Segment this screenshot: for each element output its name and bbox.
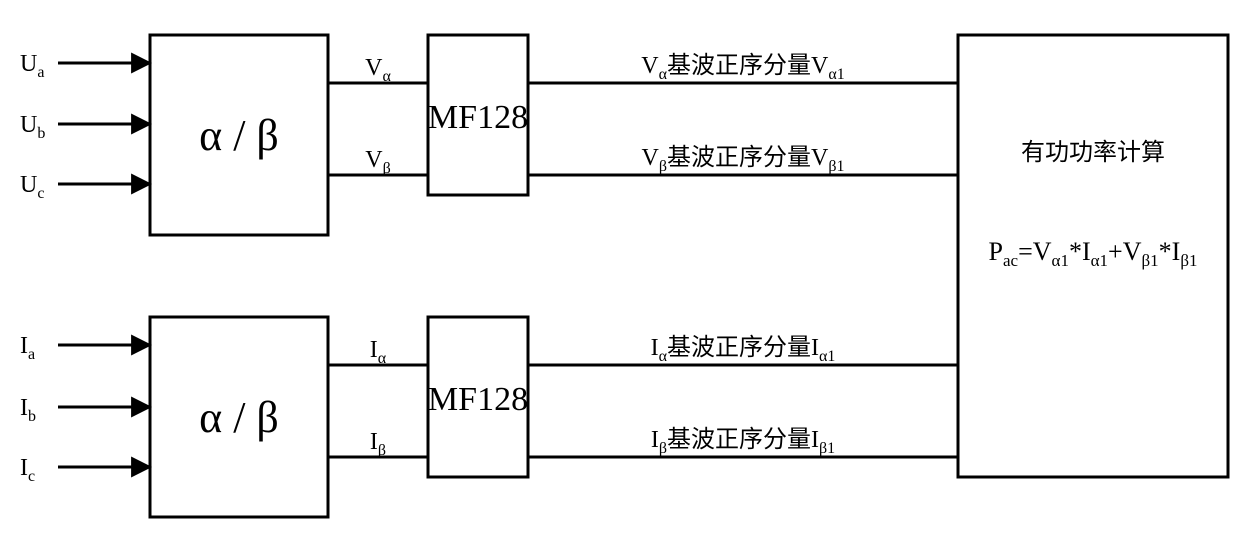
v-alpha1-label: Vα基波正序分量Vα1 (641, 52, 844, 83)
i-beta-label: Iβ (370, 429, 386, 459)
alpha-beta-label-i: α / β (199, 393, 279, 442)
current-inputs: Ia Ib Ic (20, 333, 150, 485)
v-beta1-out: Vβ基波正序分量Vβ1 (528, 144, 958, 175)
input-ia-label: Ia (20, 333, 35, 363)
result-block: 有功功率计算 Pac=Vα1*Iα1+Vβ1*Iβ1 (958, 35, 1228, 477)
alpha-beta-block-current: α / β (150, 317, 328, 517)
input-ic-label: Ic (20, 455, 35, 485)
v-alpha1-out: Vα基波正序分量Vα1 (528, 52, 958, 83)
voltage-inputs: Ua Ub Uc (20, 51, 150, 202)
i-beta1-out: Iβ基波正序分量Iβ1 (528, 426, 958, 457)
v-alpha-signal: Vα (328, 55, 428, 85)
i-alpha1-label: Iα基波正序分量Iα1 (651, 334, 836, 365)
i-alpha1-out: Iα基波正序分量Iα1 (528, 334, 958, 365)
input-ua-label: Ua (20, 51, 44, 81)
i-beta-signal: Iβ (328, 429, 428, 459)
input-ub-label: Ub (20, 112, 45, 142)
i-alpha-label: Iα (370, 337, 387, 367)
i-alpha-signal: Iα (328, 337, 428, 367)
mf128-block-current: MF128 (428, 317, 528, 477)
v-beta-signal: Vβ (328, 147, 428, 177)
i-beta1-label: Iβ基波正序分量Iβ1 (651, 426, 835, 457)
mf128-label-v: MF128 (428, 99, 528, 136)
alpha-beta-label-v: α / β (199, 111, 279, 160)
input-uc-label: Uc (20, 172, 44, 202)
mf128-block-voltage: MF128 (428, 35, 528, 195)
v-beta-label: Vβ (365, 147, 390, 177)
input-ib-label: Ib (20, 395, 36, 425)
result-formula: Pac=Vα1*Iα1+Vβ1*Iβ1 (989, 237, 1198, 270)
alpha-beta-block-voltage: α / β (150, 35, 328, 235)
mf128-label-i: MF128 (428, 381, 528, 418)
v-beta1-label: Vβ基波正序分量Vβ1 (642, 144, 845, 175)
result-title: 有功功率计算 (1021, 139, 1165, 166)
v-alpha-label: Vα (365, 55, 391, 85)
